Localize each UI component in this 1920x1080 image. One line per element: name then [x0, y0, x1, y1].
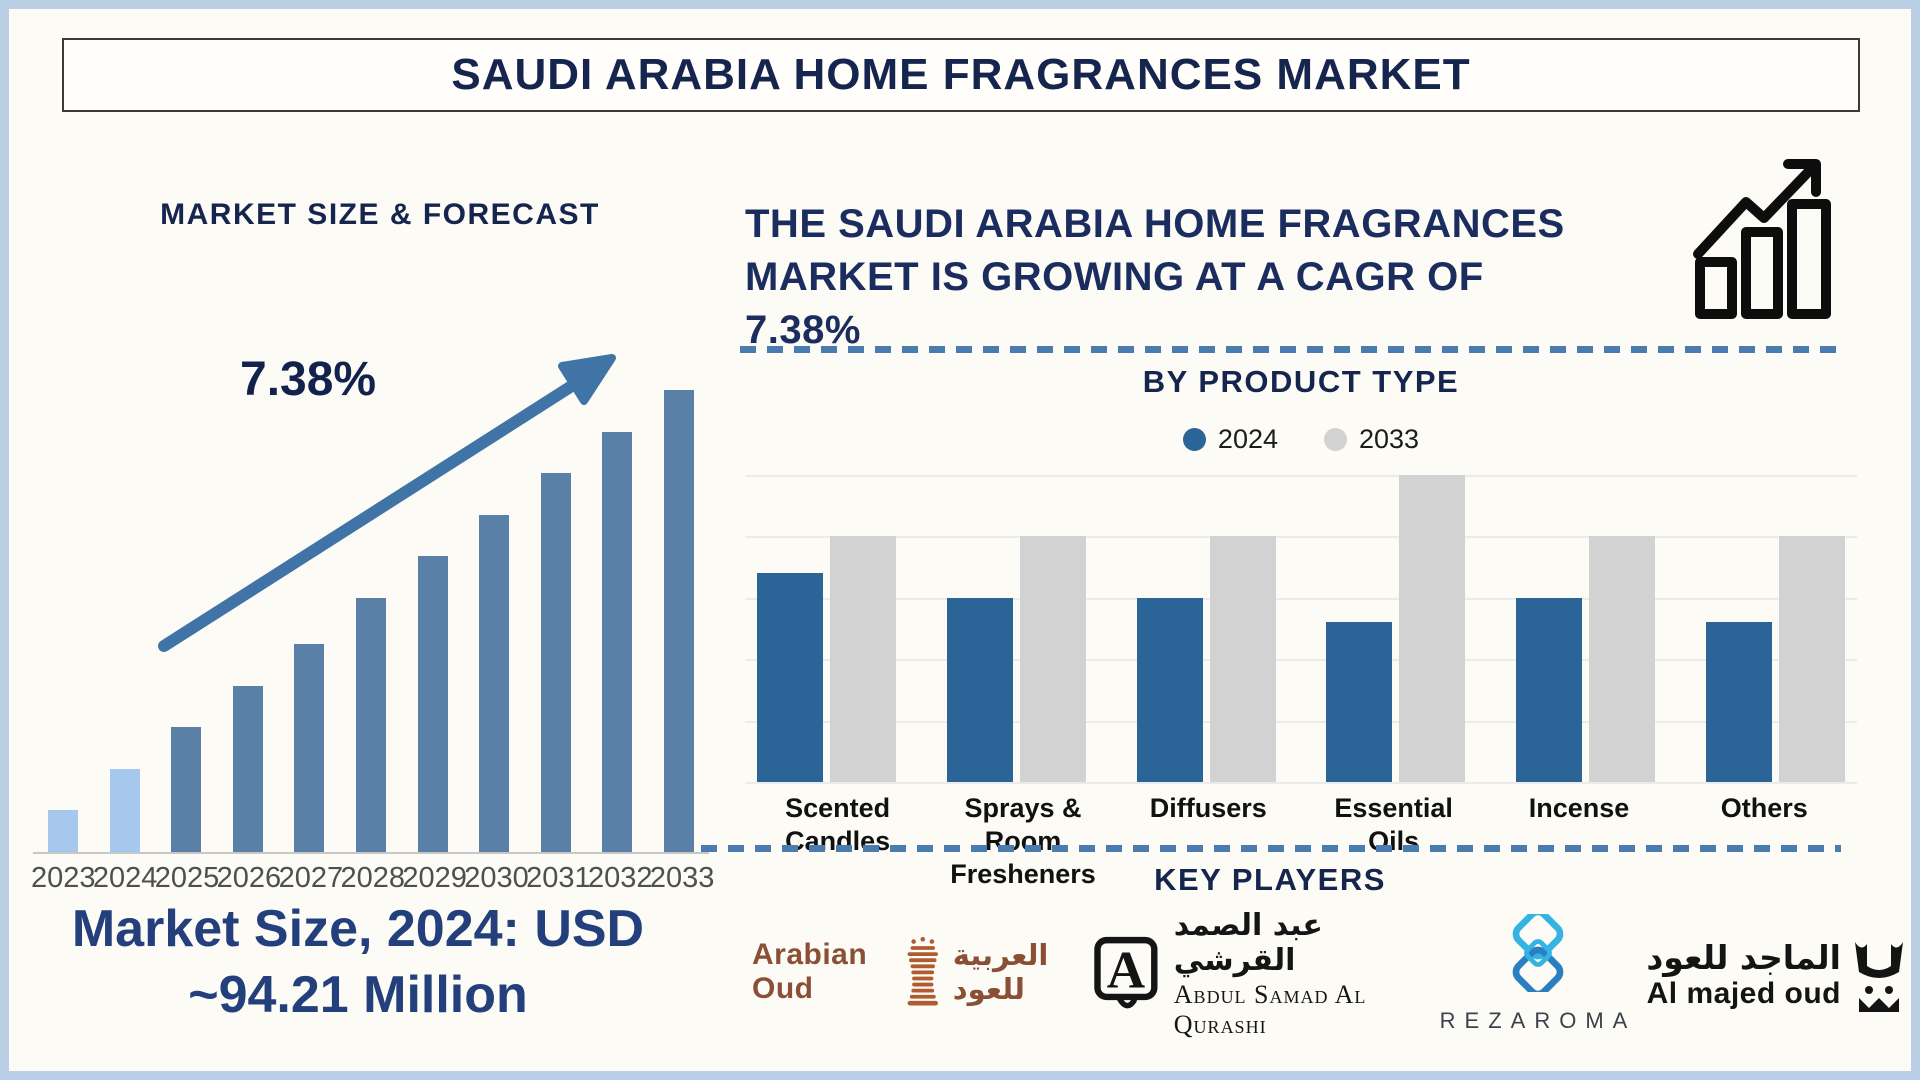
dashed-divider-bottom — [701, 845, 1841, 852]
almajed-text-block: الماجد للعود Al majed oud — [1646, 939, 1841, 1011]
year-label-2024: 2024 — [92, 862, 158, 894]
dashed-divider-top — [740, 346, 1836, 353]
forecast-bar-2032 — [602, 431, 633, 852]
legend-dot-2024 — [1182, 428, 1206, 451]
product-label-5: Others — [1720, 793, 1808, 823]
product-group-1 — [946, 475, 1086, 782]
market-size-note: Market Size, 2024: USD ~94.21 Million — [38, 896, 678, 1028]
asq-monogram-icon: A — [1094, 936, 1158, 1009]
gridline-2 — [745, 597, 1857, 600]
forecast-bar-2023 — [48, 810, 78, 852]
year-label-2033: 2033 — [649, 862, 715, 894]
product-chart-legend: 2024 2033 — [745, 424, 1857, 455]
year-label-2026: 2026 — [216, 862, 282, 894]
almajed-latin-text: Al majed oud — [1646, 977, 1841, 1010]
product-bar-chart — [745, 475, 1857, 784]
product-bar-2024-1 — [946, 597, 1013, 782]
asq-latin-text: Abdul Samad Al Qurashi — [1173, 980, 1367, 1039]
almajed-crown-icon — [1855, 942, 1903, 1012]
forecast-section-title: MARKET SIZE & FORECAST — [160, 198, 600, 231]
forecast-bar-2026 — [232, 685, 263, 852]
legend-label-2033: 2033 — [1359, 424, 1420, 454]
logo-abdul-samad-al-qurashi: A عبد الصمد القرشي Abdul Samad Al Qurash… — [1092, 908, 1442, 1039]
product-chart-title: BY PRODUCT TYPE — [1142, 364, 1460, 399]
rezaroma-diamond-icon — [1512, 914, 1564, 992]
legend-item-2024: 2024 — [1182, 424, 1278, 455]
product-label-1: Sprays & Room Fresheners — [950, 793, 1096, 889]
cagr-statement-line2: MARKET IS GROWING AT A CAGR OF — [745, 255, 1484, 299]
product-label-2: Diffusers — [1149, 793, 1267, 823]
logo-rezaroma: REZAROMA — [1440, 914, 1628, 1034]
almajed-arabic-text: الماجد للعود — [1646, 938, 1841, 977]
arabian-oud-latin-text: Arabian Oud — [752, 938, 868, 1005]
product-bar-2033-2 — [1209, 536, 1276, 782]
product-bar-2033-5 — [1778, 536, 1845, 782]
product-bar-2033-1 — [1019, 536, 1086, 782]
forecast-x-axis — [33, 852, 709, 854]
cagr-statement: THE SAUDI ARABIA HOME FRAGRANCES MARKET … — [745, 198, 1685, 357]
product-bar-2024-0 — [757, 573, 823, 782]
rezaroma-text: REZAROMA — [1439, 1008, 1637, 1033]
page-title: SAUDI ARABIA HOME FRAGRANCES MARKET — [62, 38, 1860, 112]
forecast-bar-2031 — [540, 473, 571, 852]
legend-label-2024: 2024 — [1217, 424, 1278, 454]
forecast-bar-2024 — [109, 768, 140, 852]
product-bar-2033-4 — [1589, 536, 1656, 782]
product-group-5 — [1705, 475, 1845, 782]
product-group-2 — [1136, 475, 1276, 782]
arabian-oud-tower-icon — [907, 937, 939, 1006]
logo-al-majed-oud: الماجد للعود Al majed oud — [1632, 930, 1907, 1020]
year-label-2029: 2029 — [402, 862, 467, 894]
product-group-4 — [1516, 475, 1656, 782]
forecast-year-labels: 2023 2024 2025 2026 2027 2028 2029 2030 2031 2032… — [31, 862, 715, 895]
gridline-0 — [745, 475, 1857, 477]
product-bar-2024-5 — [1705, 622, 1772, 782]
gridline-1 — [745, 536, 1857, 539]
forecast-bar-2030 — [479, 514, 510, 852]
product-category-labels: Scented Candles Sprays & Room Fresheners D… — [745, 792, 1857, 891]
forecast-cagr-label: 7.38% — [240, 353, 377, 406]
product-bar-2033-3 — [1399, 475, 1466, 782]
market-size-note-line1: Market Size, 2024: USD — [71, 900, 645, 958]
forecast-bar-2033 — [663, 390, 694, 852]
year-label-2023: 2023 — [31, 862, 96, 894]
growth-trend-arrow-icon — [158, 354, 616, 652]
product-bar-2024-3 — [1326, 622, 1393, 782]
forecast-bar-chart — [48, 390, 694, 852]
legend-dot-2033 — [1324, 428, 1347, 451]
svg-text:A: A — [1107, 942, 1145, 1000]
product-bar-2033-0 — [830, 536, 896, 782]
product-bar-2024-2 — [1136, 597, 1203, 782]
forecast-bar-2028 — [355, 597, 386, 852]
year-label-2031: 2031 — [526, 862, 591, 894]
product-chart-bars — [745, 475, 1857, 782]
cagr-statement-line3: 7.38% — [745, 308, 861, 352]
cagr-statement-line1: THE SAUDI ARABIA HOME FRAGRANCES — [745, 202, 1565, 246]
year-label-2030: 2030 — [464, 862, 529, 894]
bar-chart-growth-icon — [1693, 159, 1831, 319]
market-size-note-line2: ~94.21 Million — [188, 966, 528, 1024]
asq-arabic-text: عبد الصمد القرشي — [1173, 908, 1323, 978]
product-bar-2024-4 — [1516, 597, 1583, 782]
forecast-bar-2025 — [171, 727, 202, 852]
product-group-3 — [1326, 475, 1466, 782]
gridline-5 — [745, 782, 1857, 784]
product-group-0 — [757, 475, 896, 782]
year-label-2027: 2027 — [278, 862, 344, 894]
forecast-bar-2027 — [294, 644, 325, 852]
arabian-oud-arabic-text: العربية للعود — [952, 938, 1049, 1006]
asq-text-block: عبد الصمد القرشي Abdul Samad Al Qurashi — [1174, 908, 1442, 1040]
gridline-4 — [745, 720, 1857, 723]
key-players-title: KEY PLAYERS — [1154, 862, 1386, 897]
year-label-2025: 2025 — [154, 862, 220, 894]
year-label-2028: 2028 — [340, 862, 405, 894]
product-label-4: Incense — [1528, 793, 1630, 823]
logo-arabian-oud: Arabian Oud العربية للعود — [752, 924, 1088, 1020]
year-label-2032: 2032 — [588, 862, 653, 894]
legend-item-2033: 2033 — [1324, 424, 1419, 455]
gridline-3 — [745, 659, 1857, 662]
forecast-bar-2029 — [417, 556, 448, 852]
